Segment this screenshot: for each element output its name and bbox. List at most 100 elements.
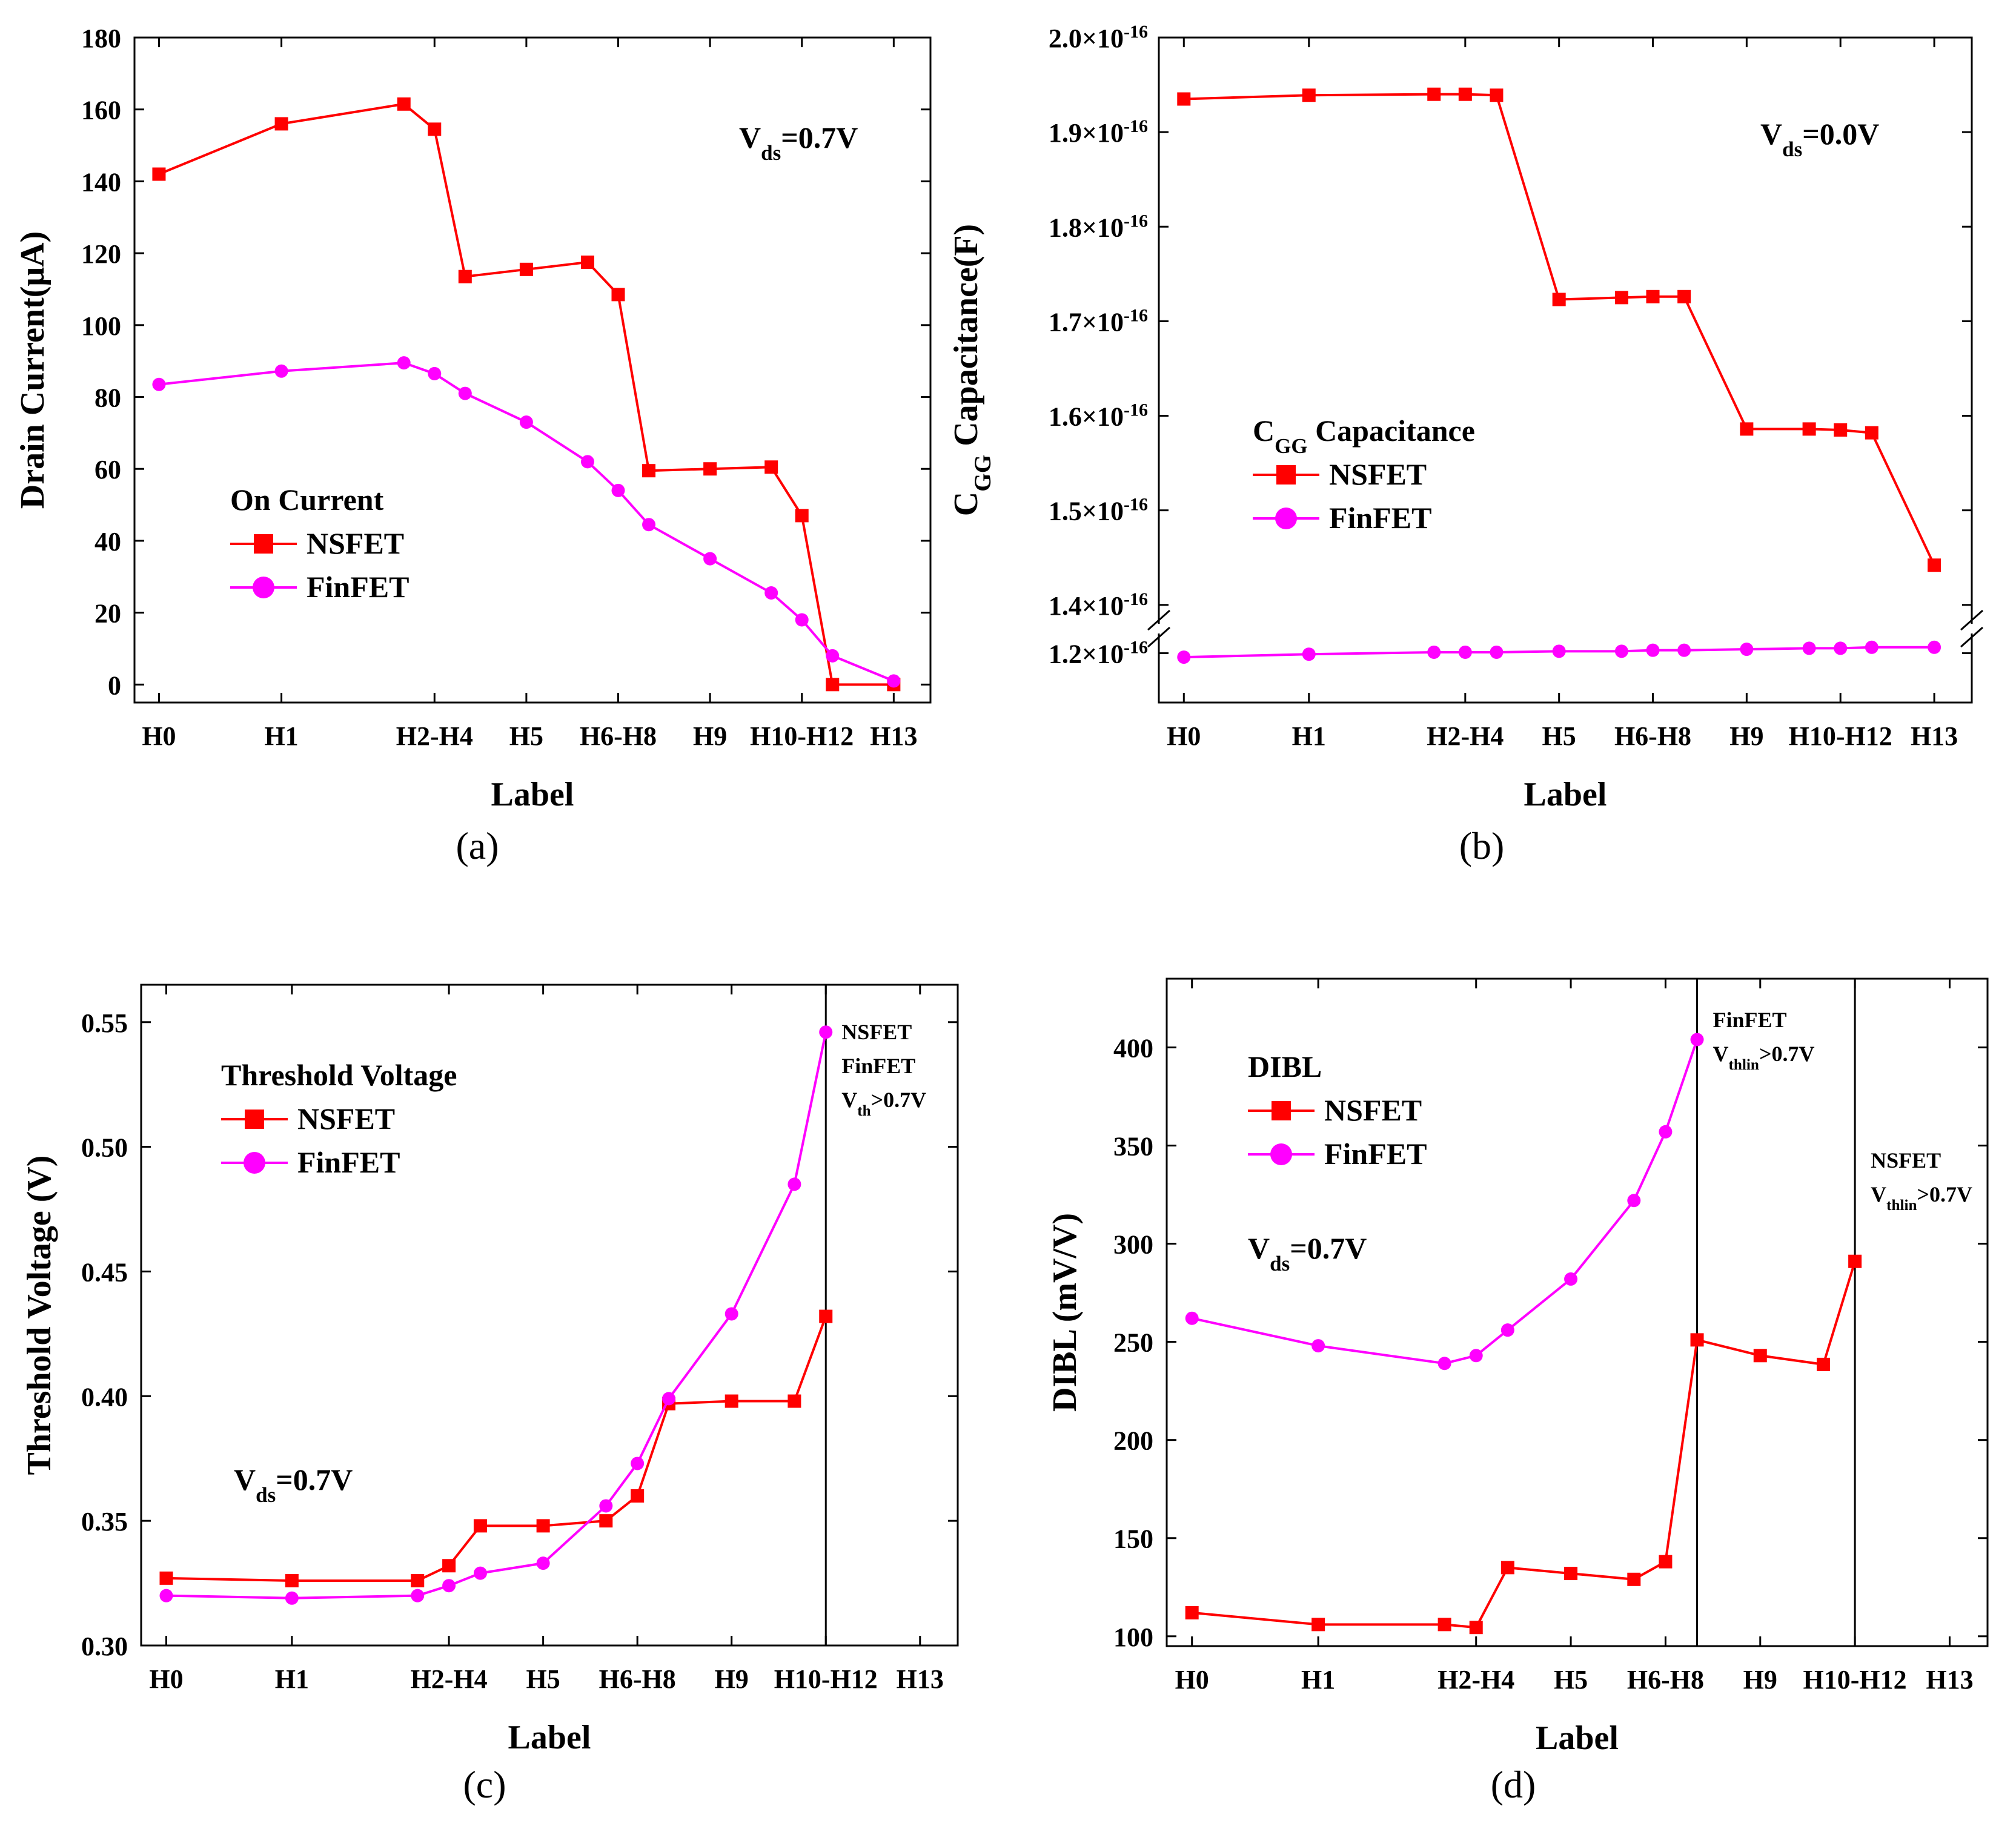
y-axis-title: Threshold Voltage (V): [21, 1156, 58, 1475]
data-point-nsfet: [1834, 423, 1848, 437]
data-point-finfet: [152, 377, 166, 391]
y-tick-label: 250: [1113, 1328, 1153, 1358]
data-point-nsfet: [1848, 1254, 1862, 1268]
legend-label-finfet: FinFET: [307, 570, 409, 604]
y-tick-label: 120: [81, 239, 121, 269]
data-point-finfet: [1646, 643, 1660, 657]
data-point-nsfet: [1740, 422, 1754, 436]
y-tick-label: 150: [1113, 1524, 1153, 1554]
data-point-nsfet: [1458, 87, 1472, 101]
condition-annotation: Vds=0.7V: [234, 1463, 353, 1507]
legend-title: DIBL: [1248, 1050, 1322, 1083]
y-axis-title: DIBL (mV/V): [1046, 1213, 1084, 1412]
data-point-finfet: [1427, 645, 1441, 659]
data-point-finfet: [826, 649, 840, 663]
axis-break-mark: [1147, 626, 1170, 648]
data-point-finfet: [1564, 1272, 1578, 1286]
y-tick-label: 0: [108, 670, 121, 700]
x-tick-label: H6-H8: [599, 1664, 676, 1694]
x-tick-label: H1: [275, 1664, 309, 1694]
legend-title: CGG Capacitance: [1253, 414, 1475, 458]
data-point-nsfet: [1490, 88, 1504, 102]
panel-caption: (d): [1491, 1763, 1536, 1806]
data-point-nsfet: [1627, 1572, 1641, 1586]
x-tick-label: H10-H12: [1803, 1665, 1907, 1695]
legend-label-nsfet: NSFET: [1324, 1093, 1422, 1127]
y-tick-label: 80: [94, 383, 121, 413]
data-point-finfet: [159, 1589, 173, 1602]
data-point-finfet: [887, 674, 901, 688]
data-point-nsfet: [1552, 293, 1566, 306]
region-note-line: Vthlin>0.7V: [1713, 1042, 1815, 1073]
panel-c: 0.30 0.35 0.40 0.45 0.50 0.55 H0 H1 H2-H4 H5 H6-H8…: [21, 984, 959, 1806]
data-point-finfet: [1177, 650, 1191, 664]
y-tick-label: 0.30: [81, 1632, 128, 1661]
data-point-nsfet: [473, 1519, 487, 1533]
y-tick-label: 1.6×10-16: [1049, 400, 1148, 432]
legend-label-finfet: FinFET: [297, 1145, 400, 1179]
series-line-finfet: [166, 1031, 827, 1599]
x-tick-label: H0: [1175, 1665, 1209, 1695]
data-point-nsfet: [1177, 92, 1191, 106]
x-axis-title: Label: [1524, 776, 1607, 813]
data-point-finfet: [1659, 1125, 1673, 1139]
y-tick-label: 1.2×10-16: [1049, 637, 1148, 669]
data-point-nsfet: [1614, 291, 1628, 305]
legend-label-nsfet: NSFET: [1329, 457, 1427, 491]
x-tick-label: H0: [1167, 721, 1201, 751]
data-point-nsfet: [1753, 1349, 1767, 1363]
region-note-line: NSFET: [1871, 1148, 1941, 1172]
data-point-finfet: [1458, 645, 1472, 659]
data-point-nsfet: [1500, 1561, 1514, 1575]
y-tick-label: 1.7×10-16: [1049, 305, 1148, 337]
x-tick-label: H5: [1542, 721, 1576, 751]
legend-marker-nsfet: [245, 1110, 264, 1129]
y-tick-label: 0.35: [81, 1507, 128, 1536]
x-tick-label: H13: [870, 721, 917, 751]
data-point-nsfet: [159, 1571, 173, 1585]
data-point-finfet: [1802, 641, 1816, 655]
region-note-line: FinFET: [1713, 1008, 1787, 1032]
data-point-nsfet: [152, 167, 166, 181]
y-tick-label: 0.45: [81, 1257, 128, 1287]
panel-a: 0 20 40 60 80 100 120 140 160 180 H0 H1 H2-H4 H5 H6-H8…: [14, 24, 932, 867]
plot-frame: [133, 36, 932, 704]
y-tick-label: 1.5×10-16: [1049, 494, 1148, 526]
data-point-nsfet: [1564, 1567, 1578, 1581]
data-point-nsfet: [642, 464, 656, 478]
data-point-finfet: [1614, 644, 1628, 658]
x-tick-label: H1: [1292, 721, 1326, 751]
data-point-nsfet: [703, 462, 717, 476]
data-point-finfet: [1552, 644, 1566, 658]
condition-annotation: Vds=0.7V: [1248, 1231, 1367, 1275]
data-point-finfet: [397, 356, 411, 370]
data-point-nsfet: [1865, 426, 1878, 440]
data-point-nsfet: [397, 97, 411, 111]
x-tick-label: H5: [509, 721, 543, 751]
data-point-nsfet: [285, 1573, 299, 1587]
series-line-nsfet: [166, 1315, 827, 1582]
data-point-finfet: [1740, 643, 1754, 657]
y-tick-label: 0.40: [81, 1382, 128, 1412]
data-point-nsfet: [1928, 558, 1941, 572]
x-tick-label: H2-H4: [396, 721, 473, 751]
y-tick-label: 160: [81, 96, 121, 125]
data-point-nsfet: [599, 1514, 613, 1528]
x-tick-label: H6-H8: [1614, 721, 1691, 751]
data-point-finfet: [611, 483, 625, 497]
data-point-finfet: [274, 364, 288, 378]
data-point-nsfet: [764, 460, 778, 474]
panel-d: 100 150 200 250 300 350 400 H0 H1 H2-H4 H5 H6-H8 H9 H…: [1046, 977, 1989, 1806]
x-tick-label: H2-H4: [411, 1664, 488, 1694]
x-tick-label: H13: [897, 1664, 944, 1694]
y-tick-label: 350: [1113, 1132, 1153, 1162]
data-point-finfet: [1834, 641, 1848, 655]
x-axis-title: Label: [508, 1719, 591, 1756]
data-point-finfet: [662, 1392, 676, 1406]
y-tick-label: 300: [1113, 1230, 1153, 1260]
x-tick-label: H9: [693, 721, 727, 751]
data-point-nsfet: [611, 288, 625, 302]
data-point-finfet: [795, 613, 809, 627]
x-axis-title: Label: [1536, 1719, 1619, 1757]
data-point-nsfet: [1469, 1621, 1483, 1635]
